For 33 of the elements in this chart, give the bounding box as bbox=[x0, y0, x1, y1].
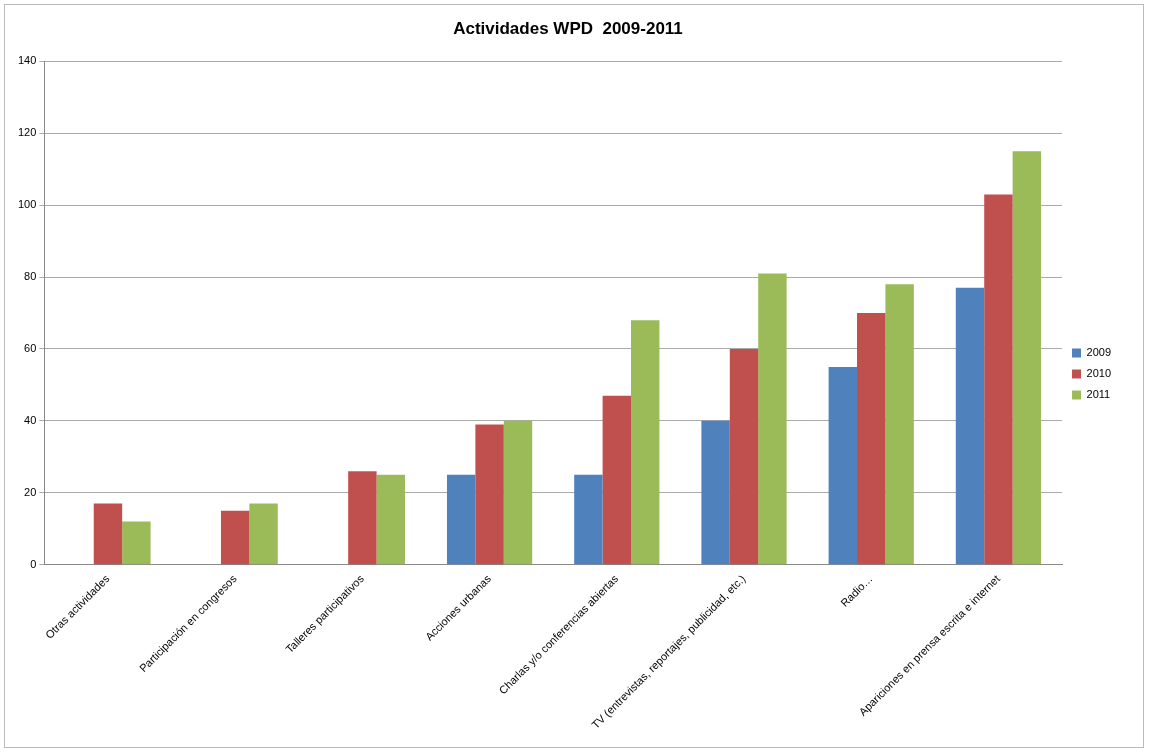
chart-title: Actividades WPD 2009-2011 bbox=[453, 18, 683, 38]
bar bbox=[122, 521, 151, 565]
bar bbox=[631, 320, 660, 565]
bar bbox=[475, 424, 504, 565]
bar bbox=[828, 366, 858, 565]
bar bbox=[574, 474, 603, 565]
bar bbox=[348, 471, 377, 565]
bar bbox=[729, 348, 759, 565]
y-tick-label: 20 bbox=[24, 485, 37, 498]
legend-label: 2010 bbox=[1086, 367, 1112, 380]
bar bbox=[93, 503, 123, 565]
y-tick-label: 0 bbox=[30, 557, 37, 570]
bar bbox=[503, 420, 533, 565]
y-tick-label: 40 bbox=[24, 413, 37, 426]
y-tick-label: 100 bbox=[17, 198, 37, 211]
y-tick-label: 120 bbox=[17, 126, 37, 139]
bar bbox=[701, 420, 730, 565]
bar bbox=[220, 510, 250, 565]
bar bbox=[376, 474, 405, 565]
y-tick-label: 140 bbox=[17, 54, 37, 67]
bar bbox=[758, 273, 787, 565]
bar bbox=[602, 395, 631, 565]
bar bbox=[857, 313, 886, 565]
legend-label: 2009 bbox=[1086, 346, 1112, 359]
bar bbox=[984, 194, 1013, 565]
bar bbox=[249, 503, 278, 565]
y-tick-label: 60 bbox=[24, 342, 37, 355]
legend-label: 2011 bbox=[1086, 388, 1111, 401]
bar bbox=[885, 284, 914, 565]
bar bbox=[1012, 151, 1042, 565]
y-tick-label: 80 bbox=[24, 270, 37, 283]
bar bbox=[446, 474, 476, 565]
bar bbox=[955, 287, 985, 565]
